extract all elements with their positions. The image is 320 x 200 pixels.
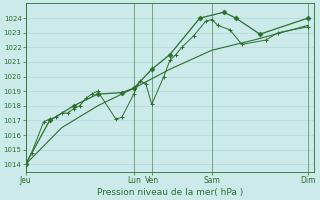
X-axis label: Pression niveau de la mer( hPa ): Pression niveau de la mer( hPa ) [97, 188, 243, 197]
